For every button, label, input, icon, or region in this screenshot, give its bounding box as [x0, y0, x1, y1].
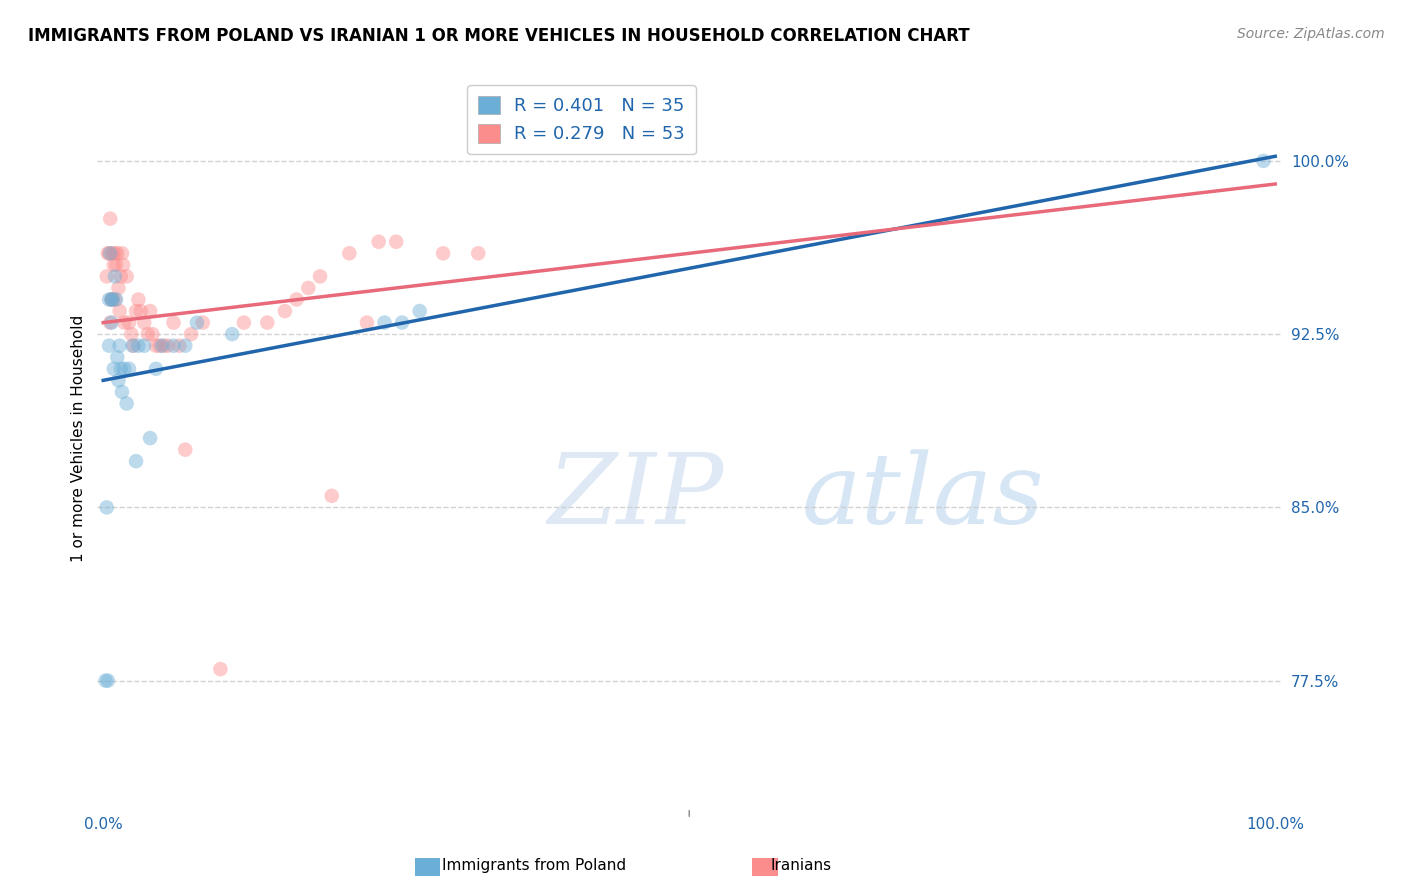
- Point: [127, 293, 149, 307]
- Point: [432, 246, 454, 260]
- Text: ZIP: ZIP: [547, 450, 724, 545]
- Point: [145, 361, 167, 376]
- Point: [180, 327, 202, 342]
- Point: [96, 269, 118, 284]
- Point: [356, 316, 378, 330]
- Point: [101, 293, 124, 307]
- Point: [153, 339, 176, 353]
- Point: [105, 351, 128, 365]
- Point: [385, 235, 408, 249]
- Point: [134, 339, 156, 353]
- Text: Source: ZipAtlas.com: Source: ZipAtlas.com: [1237, 27, 1385, 41]
- Point: [191, 316, 214, 330]
- Point: [121, 339, 143, 353]
- Point: [256, 316, 278, 330]
- Point: [94, 673, 117, 688]
- Point: [107, 373, 129, 387]
- Point: [110, 269, 132, 284]
- Point: [112, 361, 135, 376]
- Point: [139, 304, 162, 318]
- Point: [148, 339, 170, 353]
- Point: [101, 293, 124, 307]
- Point: [134, 316, 156, 330]
- Point: [232, 316, 254, 330]
- Point: [122, 339, 145, 353]
- Point: [96, 500, 118, 515]
- Point: [115, 396, 138, 410]
- Point: [141, 327, 163, 342]
- Point: [101, 246, 124, 260]
- Point: [111, 246, 134, 260]
- Point: [98, 246, 121, 260]
- Point: [209, 662, 232, 676]
- Point: [367, 235, 389, 249]
- Point: [115, 269, 138, 284]
- Point: [111, 384, 134, 399]
- Point: [162, 316, 184, 330]
- Point: [100, 293, 122, 307]
- Point: [110, 361, 132, 376]
- Text: IMMIGRANTS FROM POLAND VS IRANIAN 1 OR MORE VEHICLES IN HOUSEHOLD CORRELATION CH: IMMIGRANTS FROM POLAND VS IRANIAN 1 OR M…: [28, 27, 970, 45]
- Point: [408, 304, 430, 318]
- Point: [112, 316, 135, 330]
- Point: [221, 327, 243, 342]
- Point: [139, 431, 162, 445]
- Point: [103, 361, 125, 376]
- Point: [100, 293, 122, 307]
- Text: Immigrants from Poland: Immigrants from Poland: [443, 858, 626, 872]
- Y-axis label: 1 or more Vehicles in Household: 1 or more Vehicles in Household: [72, 315, 86, 562]
- Point: [98, 316, 121, 330]
- Point: [309, 269, 332, 284]
- Point: [156, 339, 179, 353]
- Point: [467, 246, 489, 260]
- Point: [127, 339, 149, 353]
- Point: [120, 327, 142, 342]
- Point: [125, 454, 148, 468]
- Point: [98, 211, 121, 226]
- Point: [391, 316, 413, 330]
- Point: [107, 281, 129, 295]
- Point: [103, 258, 125, 272]
- Point: [108, 304, 131, 318]
- Point: [145, 339, 167, 353]
- Point: [125, 304, 148, 318]
- Point: [118, 361, 141, 376]
- Point: [98, 293, 121, 307]
- Point: [104, 269, 127, 284]
- Point: [337, 246, 360, 260]
- Point: [104, 293, 127, 307]
- Point: [136, 327, 159, 342]
- Point: [297, 281, 319, 295]
- Point: [1253, 153, 1275, 168]
- Point: [169, 339, 191, 353]
- Point: [285, 293, 308, 307]
- Point: [321, 489, 343, 503]
- Point: [108, 339, 131, 353]
- Point: [97, 246, 120, 260]
- Point: [98, 246, 121, 260]
- Point: [174, 339, 197, 353]
- Point: [174, 442, 197, 457]
- Point: [104, 246, 127, 260]
- Point: [105, 246, 128, 260]
- Point: [112, 258, 135, 272]
- Point: [98, 339, 121, 353]
- Point: [162, 339, 184, 353]
- Point: [274, 304, 297, 318]
- Point: [150, 339, 173, 353]
- Point: [97, 673, 120, 688]
- Point: [373, 316, 395, 330]
- Legend: R = 0.401   N = 35, R = 0.279   N = 53: R = 0.401 N = 35, R = 0.279 N = 53: [467, 85, 696, 154]
- Point: [105, 258, 128, 272]
- Point: [186, 316, 208, 330]
- Point: [118, 316, 141, 330]
- Text: Iranians: Iranians: [770, 858, 832, 872]
- Point: [105, 293, 128, 307]
- Point: [100, 316, 122, 330]
- Text: atlas: atlas: [801, 450, 1045, 545]
- Point: [129, 304, 152, 318]
